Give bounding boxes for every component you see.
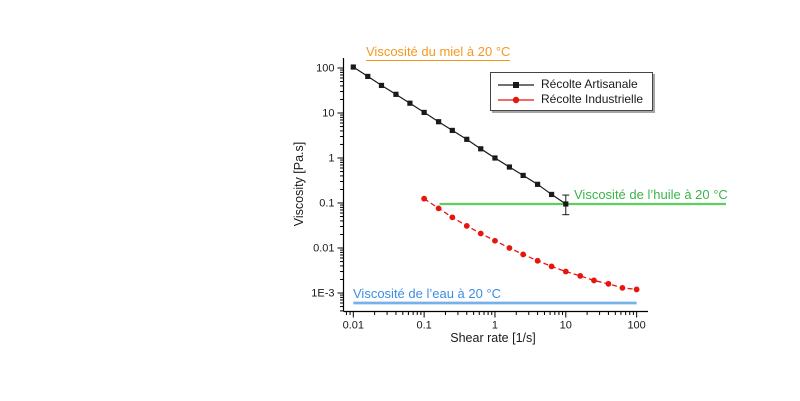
square-marker [421,109,427,116]
legend: Récolte Artisanale Récolte Industrielle [490,72,654,111]
y-tick-label: 1 [328,153,334,165]
circle-marker [477,230,484,237]
square-marker [535,181,541,187]
x-tick-label: 1 [492,320,498,332]
legend-label: Récolte Artisanale [541,76,638,91]
annotation-water-viscosity: Viscosité de l’eau à 20 °C [353,286,502,301]
x-axis-title: Shear rate [1/s] [450,331,536,345]
series-line-0 [352,66,567,205]
circle-marker [421,195,428,202]
square-marker [407,100,413,106]
circle-marker [506,245,513,251]
square-marker [563,201,569,207]
circle-marker [633,286,640,293]
y-tick-label: 1E-3 [311,288,334,300]
circle-marker [435,205,442,212]
circle-marker [520,251,527,258]
square-marker [548,191,555,198]
x-tick-label: 0.01 [343,320,364,332]
square-marker [393,91,399,97]
square-marker [492,155,498,161]
circle-marker [562,268,569,275]
x-tick-label: 0.1 [416,320,431,332]
circle-marker [492,237,498,244]
square-marker [365,73,371,80]
x-tick-label: 100 [627,320,645,332]
square-marker [435,119,442,125]
legend-label: Récolte Industrielle [541,91,644,106]
legend-square-marker-icon [498,78,534,90]
y-tick-label: 10 [322,108,334,120]
series-line-1 [423,198,637,291]
legend-entry-industrielle: Récolte Industrielle [498,91,643,106]
y-axis-title: Viscosity [Pa.s] [292,141,306,227]
y-tick-label: 0.1 [319,198,334,210]
square-marker [478,146,484,152]
y-tick-label: 100 [316,63,334,75]
legend-circle-marker-icon [498,93,534,105]
circle-marker [577,272,584,279]
square-marker [350,64,356,70]
legend-entry-artisanale: Récolte Artisanale [498,76,643,91]
square-marker [520,172,526,179]
circle-marker [534,257,541,264]
circle-marker [619,284,626,291]
annotation-oil-viscosity: Viscosité de l’huile à 20 °C [574,187,728,202]
circle-marker [548,263,555,270]
annotation-honey-viscosity: Viscosité du miel à 20 °C [366,44,511,61]
circle-marker [605,280,612,287]
x-tick-label: 10 [560,320,572,332]
square-marker [506,164,513,170]
circle-marker [463,222,470,229]
circle-marker [591,277,597,284]
y-tick-label: 0.01 [313,243,334,255]
square-marker [464,136,470,142]
square-marker [378,82,385,89]
circle-marker [449,214,456,221]
square-marker [449,127,455,134]
